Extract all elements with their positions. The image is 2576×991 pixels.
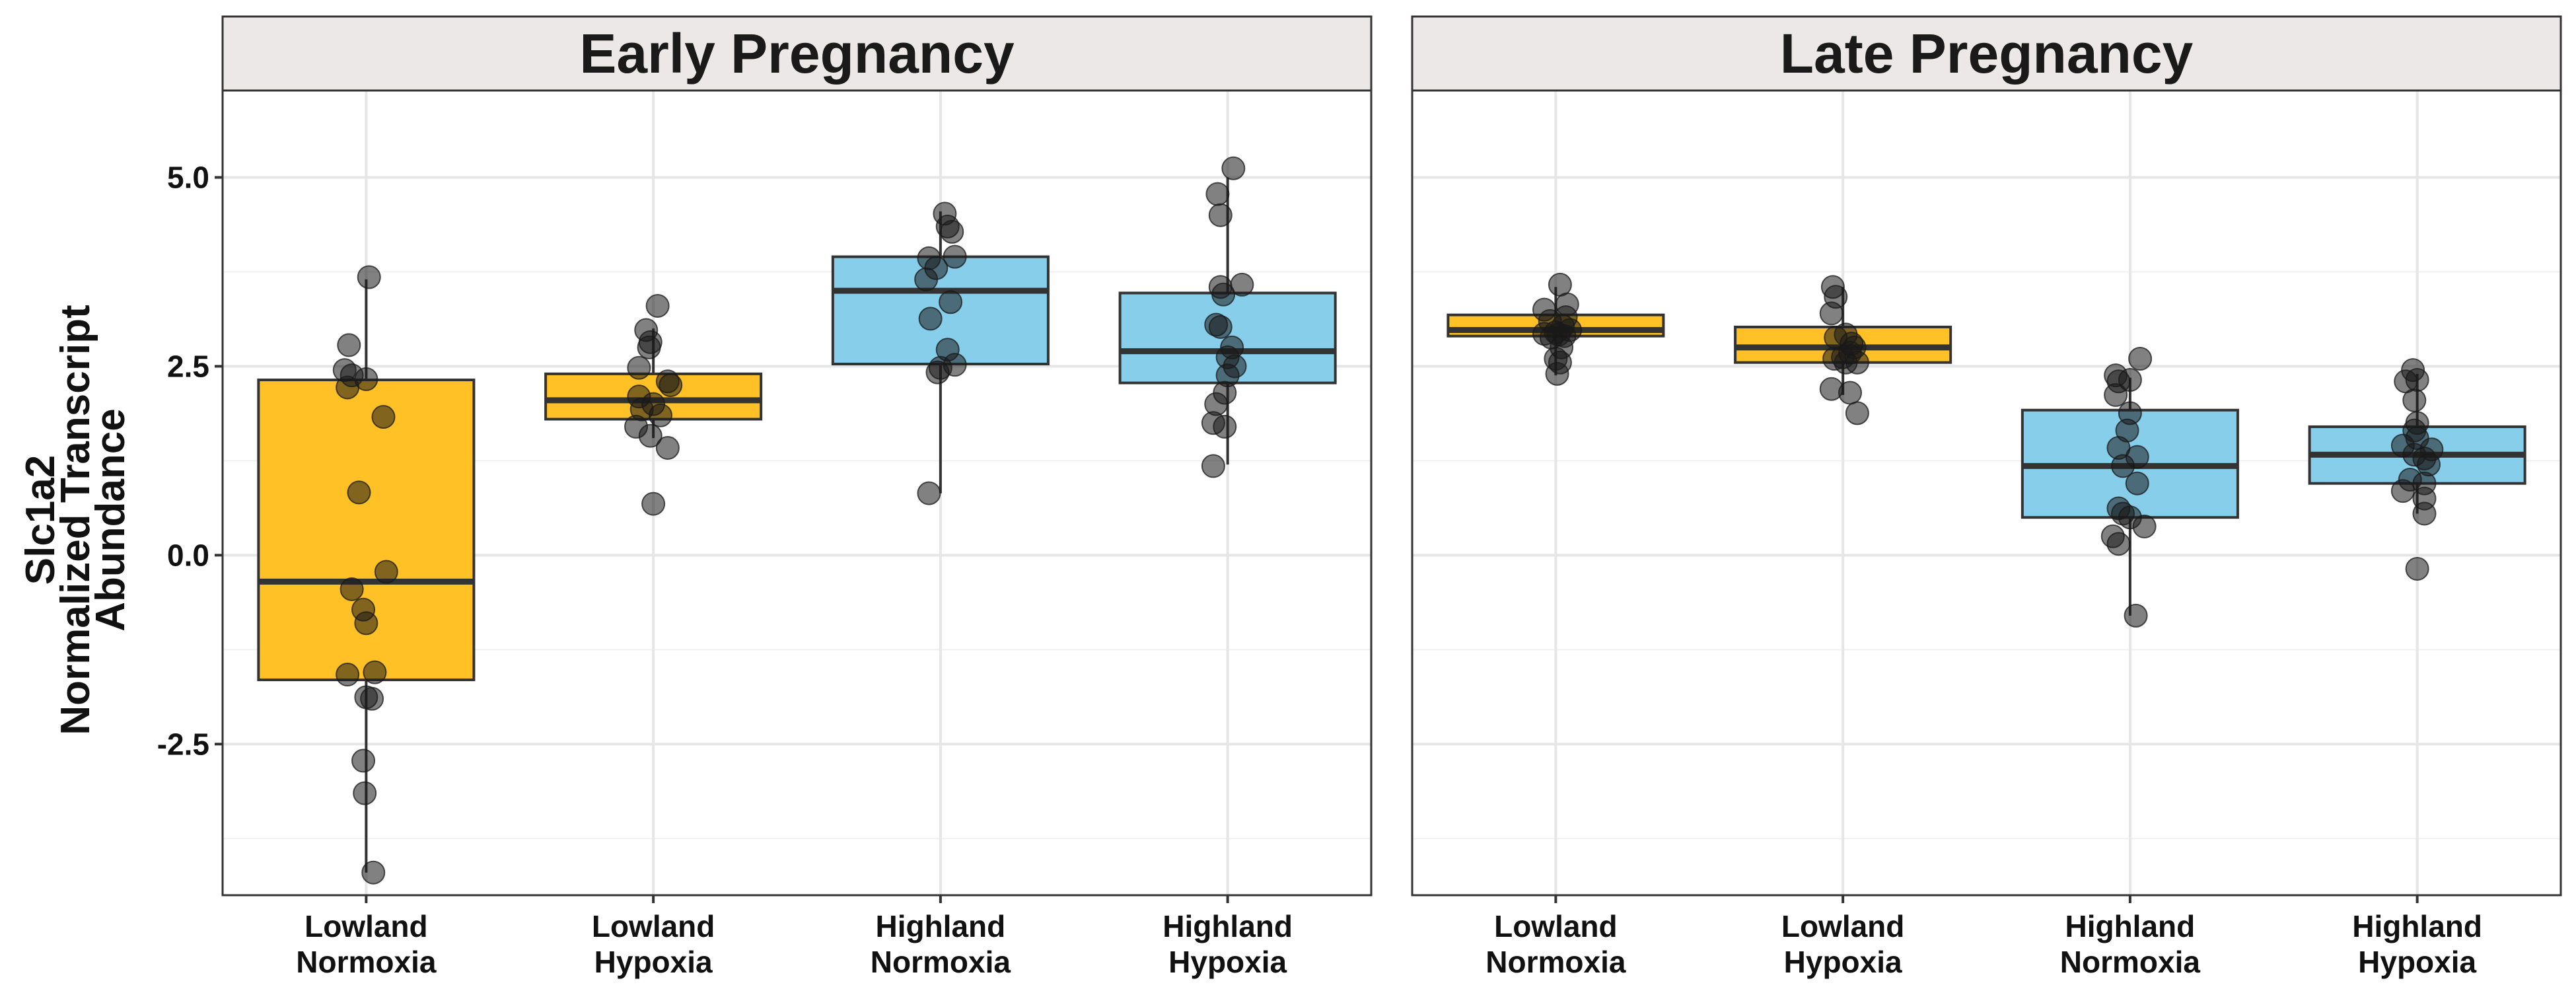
data-point	[925, 360, 950, 385]
data-point	[2405, 556, 2429, 581]
data-point	[1221, 156, 1246, 180]
data-point	[2106, 532, 2131, 556]
x-tick-label: Lowland	[304, 909, 428, 943]
x-tick-label: Highland	[2352, 909, 2482, 943]
x-tick-label: Normoxia	[871, 945, 1011, 979]
x-tick-label: Highland	[2065, 909, 2195, 943]
y-axis-title-line-3: Abundance	[88, 408, 133, 632]
data-point	[2128, 347, 2153, 371]
panel-1: Early PregnancyLowlandNormoxiaLowlandHyp…	[157, 15, 1373, 979]
y-axis-title-line-1: Slc1a2	[18, 455, 63, 585]
data-point	[940, 219, 964, 244]
data-point	[637, 335, 661, 359]
data-point	[374, 560, 398, 584]
data-point	[943, 244, 967, 269]
y-axis-title-line-2: Normalized Transcript	[53, 305, 98, 735]
data-point	[1211, 282, 1236, 307]
data-point	[939, 290, 963, 314]
data-point	[2132, 514, 2157, 538]
data-point	[1208, 203, 1233, 227]
panel-background	[1412, 91, 2561, 895]
data-point	[1201, 454, 1225, 478]
data-point	[361, 860, 386, 885]
data-point	[360, 686, 384, 711]
data-point	[1838, 381, 1862, 405]
data-point	[2390, 479, 2415, 503]
data-point	[1819, 301, 1843, 326]
data-point	[627, 355, 651, 380]
data-point	[354, 611, 378, 636]
data-point	[638, 423, 662, 448]
x-tick-label: Hypoxia	[2358, 945, 2476, 979]
data-point	[337, 333, 361, 357]
data-point	[1213, 414, 1237, 439]
data-point	[1845, 401, 1869, 425]
data-point	[914, 267, 939, 291]
data-point	[918, 307, 943, 331]
x-tick-label: Lowland	[1781, 909, 1905, 943]
x-tick-label: Hypoxia	[1784, 945, 1902, 979]
data-point	[336, 663, 360, 687]
x-tick-label: Highland	[875, 909, 1005, 943]
data-point	[2118, 368, 2142, 392]
data-point	[351, 749, 376, 773]
y-tick-label: 2.5	[167, 349, 209, 383]
x-tick-label: Normoxia	[296, 945, 437, 979]
x-tick-label: Normoxia	[1485, 945, 1626, 979]
data-point	[1205, 182, 1230, 206]
data-point	[2104, 383, 2128, 407]
data-point	[1845, 350, 1869, 375]
panel-2: Late PregnancyLowlandNormoxiaLowlandHypo…	[1411, 15, 2562, 979]
data-point	[371, 405, 396, 429]
data-point	[917, 481, 941, 505]
data-point	[2412, 501, 2437, 526]
data-point	[641, 492, 666, 516]
data-point	[2402, 388, 2427, 412]
data-point	[648, 403, 672, 427]
data-point	[1208, 314, 1233, 339]
facet-strip-title: Early Pregnancy	[579, 22, 1015, 85]
data-point	[2125, 471, 2149, 495]
x-tick-label: Lowland	[1494, 909, 1618, 943]
x-tick-label: Hypoxia	[1168, 945, 1287, 979]
data-point	[2111, 454, 2135, 478]
facet-strip-title: Late Pregnancy	[1780, 22, 2194, 85]
data-point	[336, 375, 360, 400]
data-point	[363, 660, 387, 684]
y-tick-label: 5.0	[167, 161, 209, 195]
x-tick-label: Normoxia	[2060, 945, 2201, 979]
y-tick-label: 0.0	[167, 538, 209, 572]
facet-strip	[221, 15, 1373, 92]
data-point	[340, 577, 364, 601]
data-point	[655, 435, 680, 460]
x-tick-label: Lowland	[592, 909, 715, 943]
data-point	[645, 293, 670, 318]
data-point	[2124, 603, 2148, 628]
data-point	[659, 373, 683, 398]
data-point	[2405, 368, 2429, 392]
facet-strip	[1411, 15, 2562, 92]
y-tick-label: -2.5	[157, 727, 209, 761]
data-point	[1545, 361, 1569, 386]
x-tick-label: Highland	[1163, 909, 1293, 943]
data-point	[357, 265, 381, 289]
data-point	[353, 781, 377, 805]
data-point	[347, 480, 371, 505]
x-tick-label: Hypoxia	[594, 945, 713, 979]
